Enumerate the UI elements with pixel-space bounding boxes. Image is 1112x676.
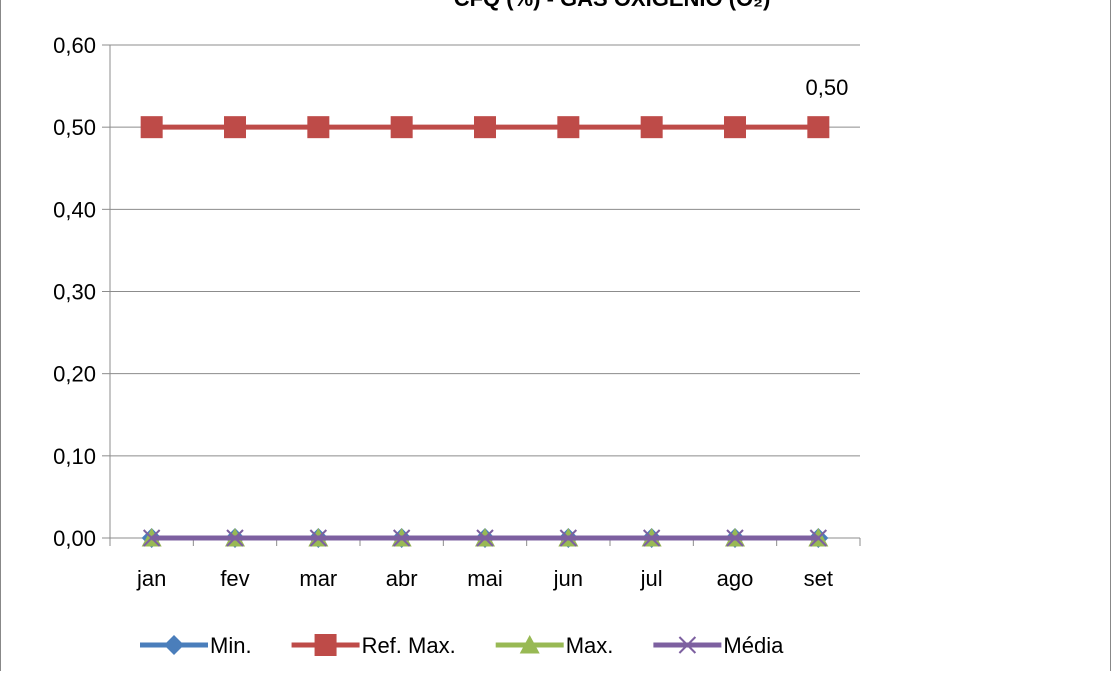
legend-entry: Média [653, 633, 784, 658]
data-point-x [309, 529, 328, 547]
data-point-diamond [164, 635, 184, 655]
annotations: 0,50 [806, 75, 849, 100]
data-point-x-stroke [678, 636, 697, 654]
legend-label: Max. [566, 633, 614, 658]
data-point-x-stroke [476, 529, 494, 547]
y-tick-label: 0,60 [53, 33, 96, 58]
data-point-square [724, 116, 746, 139]
series-layer [140, 116, 830, 548]
data-point-x [559, 529, 578, 547]
data-point-x [809, 529, 828, 547]
legend-label: Ref. Max. [362, 633, 456, 658]
x-tick-label: jul [640, 566, 663, 591]
x-tick-label: jan [136, 566, 166, 591]
data-label: 0,50 [806, 75, 849, 100]
legend-entry: Ref. Max. [291, 633, 456, 658]
data-point-square [314, 634, 337, 656]
data-point-square [390, 116, 413, 139]
data-point-square [807, 116, 830, 139]
data-point-x-stroke [809, 529, 828, 547]
data-point-x-stroke [392, 529, 411, 547]
legend-label: Média [723, 633, 784, 658]
series-m-dia [142, 529, 828, 547]
x-tick-label: ago [717, 566, 754, 591]
data-point-x [678, 636, 697, 654]
data-point-x [642, 529, 661, 547]
data-point-square [474, 116, 496, 139]
data-point-square [140, 116, 163, 139]
data-point-square [557, 116, 580, 139]
data-point-x [392, 529, 411, 547]
data-point-x [142, 529, 161, 547]
y-tick-label: 0,10 [53, 444, 96, 469]
y-tick-label: 0,00 [53, 526, 96, 551]
data-point-x-stroke [309, 529, 328, 547]
data-point-square [307, 116, 330, 139]
chart-title: CFQ (%) - GÁS OXIGÊNIO (O₂) [454, 0, 771, 11]
y-tick-label: 0,40 [53, 197, 96, 222]
x-tick-label: set [804, 566, 833, 591]
legend-entry: Min. [140, 633, 252, 658]
x-tick-label: mai [467, 566, 502, 591]
x-tick-label: mar [299, 566, 337, 591]
legend: Min. Ref. Max. Max. Média [140, 633, 784, 658]
data-point-triangle [519, 635, 540, 654]
data-point-x [726, 529, 744, 547]
data-point-x-stroke [226, 529, 244, 547]
y-tick-label: 0,50 [53, 115, 96, 140]
series-ref-max- [140, 116, 830, 139]
data-point-x-stroke [142, 529, 161, 547]
legend-entry: Max. [495, 633, 614, 658]
y-tick-label: 0,20 [53, 362, 96, 387]
data-point-square [640, 116, 663, 139]
y-tick-label: 0,30 [53, 280, 96, 305]
x-tick-label: fev [220, 566, 249, 591]
data-point-square [224, 116, 246, 139]
data-point-x [476, 529, 494, 547]
legend-label: Min. [210, 633, 252, 658]
data-point-x-stroke [642, 529, 661, 547]
data-point-x-stroke [559, 529, 578, 547]
data-point-x [226, 529, 244, 547]
x-tick-label: abr [386, 566, 418, 591]
data-point-x-stroke [726, 529, 744, 547]
x-tick-label: jun [553, 566, 583, 591]
